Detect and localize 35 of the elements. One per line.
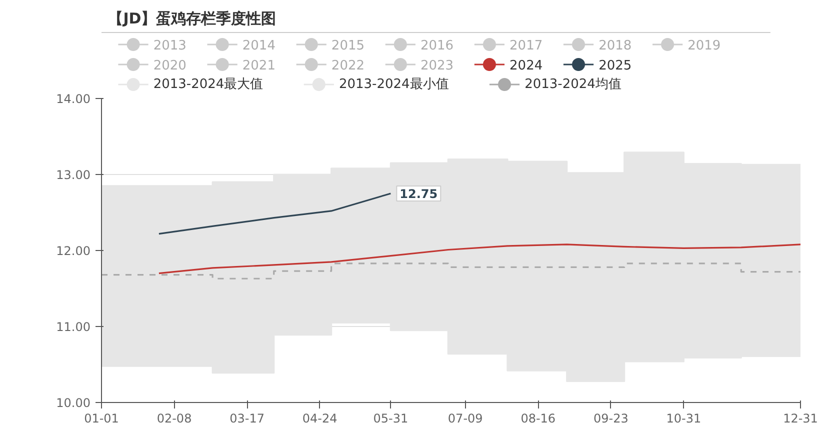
x-tick-label: 12-31 (783, 412, 818, 426)
x-tick-label: 09-23 (593, 412, 628, 426)
y-tick-label: 13.00 (56, 168, 91, 182)
legend-label: 2013-2024均值 (524, 77, 622, 92)
legend-label: 2021 (242, 58, 276, 74)
y-tick-label: 11.00 (56, 320, 91, 334)
line-series (158, 192, 392, 235)
x-tick-label: 04-24 (302, 412, 338, 426)
legend-label: 2016 (420, 38, 454, 54)
x-tick-label: 03-17 (230, 412, 264, 426)
chart-title: 【JD】蛋鸡存栏季度性图 (108, 10, 276, 28)
y-tick-label: 14.00 (56, 92, 91, 106)
y-tick-label: 10.00 (56, 396, 91, 410)
legend-label: 2017 (510, 38, 543, 54)
legend-label: 2019 (688, 38, 721, 54)
legend-label: 2013-2024最小值 (338, 77, 449, 92)
x-tick-label: 08-16 (520, 412, 556, 426)
y-tick-label: 12.00 (56, 244, 91, 258)
legend-label: 2013-2024最大值 (153, 77, 264, 92)
legend-label: 2020 (153, 58, 186, 74)
legend-label: 2013 (153, 38, 186, 54)
x-tick-label: 02-08 (156, 412, 192, 426)
x-tick-label: 05-31 (373, 412, 408, 426)
legend-label: 2015 (331, 38, 365, 54)
legend-label: 2024 (510, 58, 543, 74)
x-tick-label: 01-01 (84, 412, 119, 426)
legend-label: 2014 (242, 38, 276, 54)
legend-label: 2022 (331, 58, 365, 74)
x-tick-label: 07-09 (448, 412, 483, 426)
x-tick-label: 10-31 (666, 412, 702, 426)
legend-label: 2025 (598, 58, 632, 74)
legend-label: 2023 (420, 58, 454, 74)
line-series (158, 244, 800, 274)
annotation: 12.75 (400, 187, 438, 201)
legend-label: 2018 (598, 38, 632, 54)
